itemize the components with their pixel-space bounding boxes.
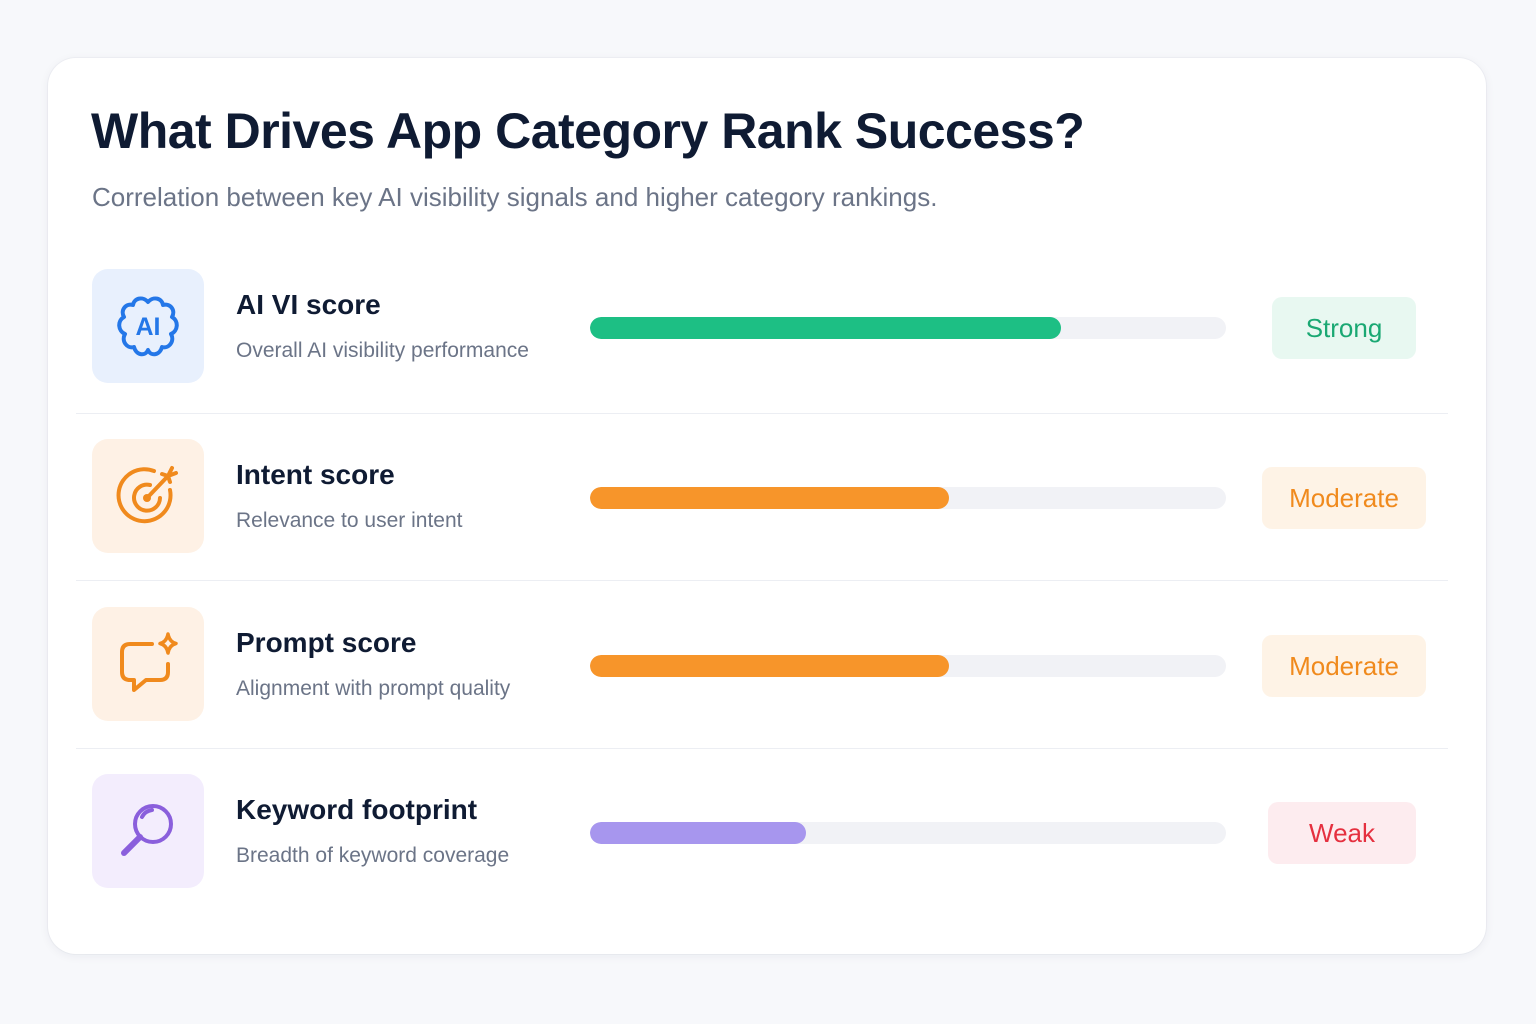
metric-row: Keyword footprint Breadth of keyword cove… <box>48 774 1486 890</box>
metric-name: Prompt score <box>236 627 417 658</box>
metric-description: Breadth of keyword coverage <box>236 844 510 867</box>
strength-badge: Moderate <box>1262 467 1426 529</box>
chart-subtitle: Correlation between key AI visibility si… <box>92 182 938 212</box>
strength-badge: Moderate <box>1262 635 1426 697</box>
metric-description: Alignment with prompt quality <box>236 677 511 700</box>
bar-fill <box>590 822 806 844</box>
row-divider <box>76 748 1448 749</box>
bar-fill <box>590 655 949 677</box>
chart-title: What Drives App Category Rank Success? <box>91 103 1085 159</box>
metric-icon-tile <box>92 607 204 721</box>
target-icon <box>116 466 178 524</box>
ai-brain-icon: AI <box>117 296 179 357</box>
metric-icon-tile <box>92 439 204 553</box>
metric-row: Intent score Relevance to user intent Mode… <box>48 439 1486 555</box>
metric-name: Intent score <box>236 459 395 490</box>
search-icon <box>121 804 173 856</box>
metric-description: Relevance to user intent <box>236 509 463 532</box>
row-divider <box>76 580 1448 581</box>
chart-card: What Drives App Category Rank Success? C… <box>48 58 1486 954</box>
strength-badge: Strong <box>1272 297 1416 359</box>
bar-track <box>590 317 1226 339</box>
chat-sparkle-icon <box>120 632 178 692</box>
bar-fill <box>590 487 949 509</box>
metric-icon-tile: AI <box>92 269 204 383</box>
bar-track <box>590 822 1226 844</box>
bar-track <box>590 655 1226 677</box>
metric-icon-tile <box>92 774 204 888</box>
metric-row: AI AI VI score Overall AI visibility perfo… <box>48 269 1486 385</box>
row-divider <box>76 413 1448 414</box>
bar-fill <box>590 317 1061 339</box>
metric-name: AI VI score <box>236 289 381 320</box>
strength-badge: Weak <box>1268 802 1416 864</box>
bar-track <box>590 487 1226 509</box>
metric-name: Keyword footprint <box>236 794 478 825</box>
metric-row: Prompt score Alignment with prompt qualit… <box>48 607 1486 723</box>
svg-text:AI: AI <box>136 313 161 341</box>
metric-description: Overall AI visibility performance <box>236 339 529 362</box>
